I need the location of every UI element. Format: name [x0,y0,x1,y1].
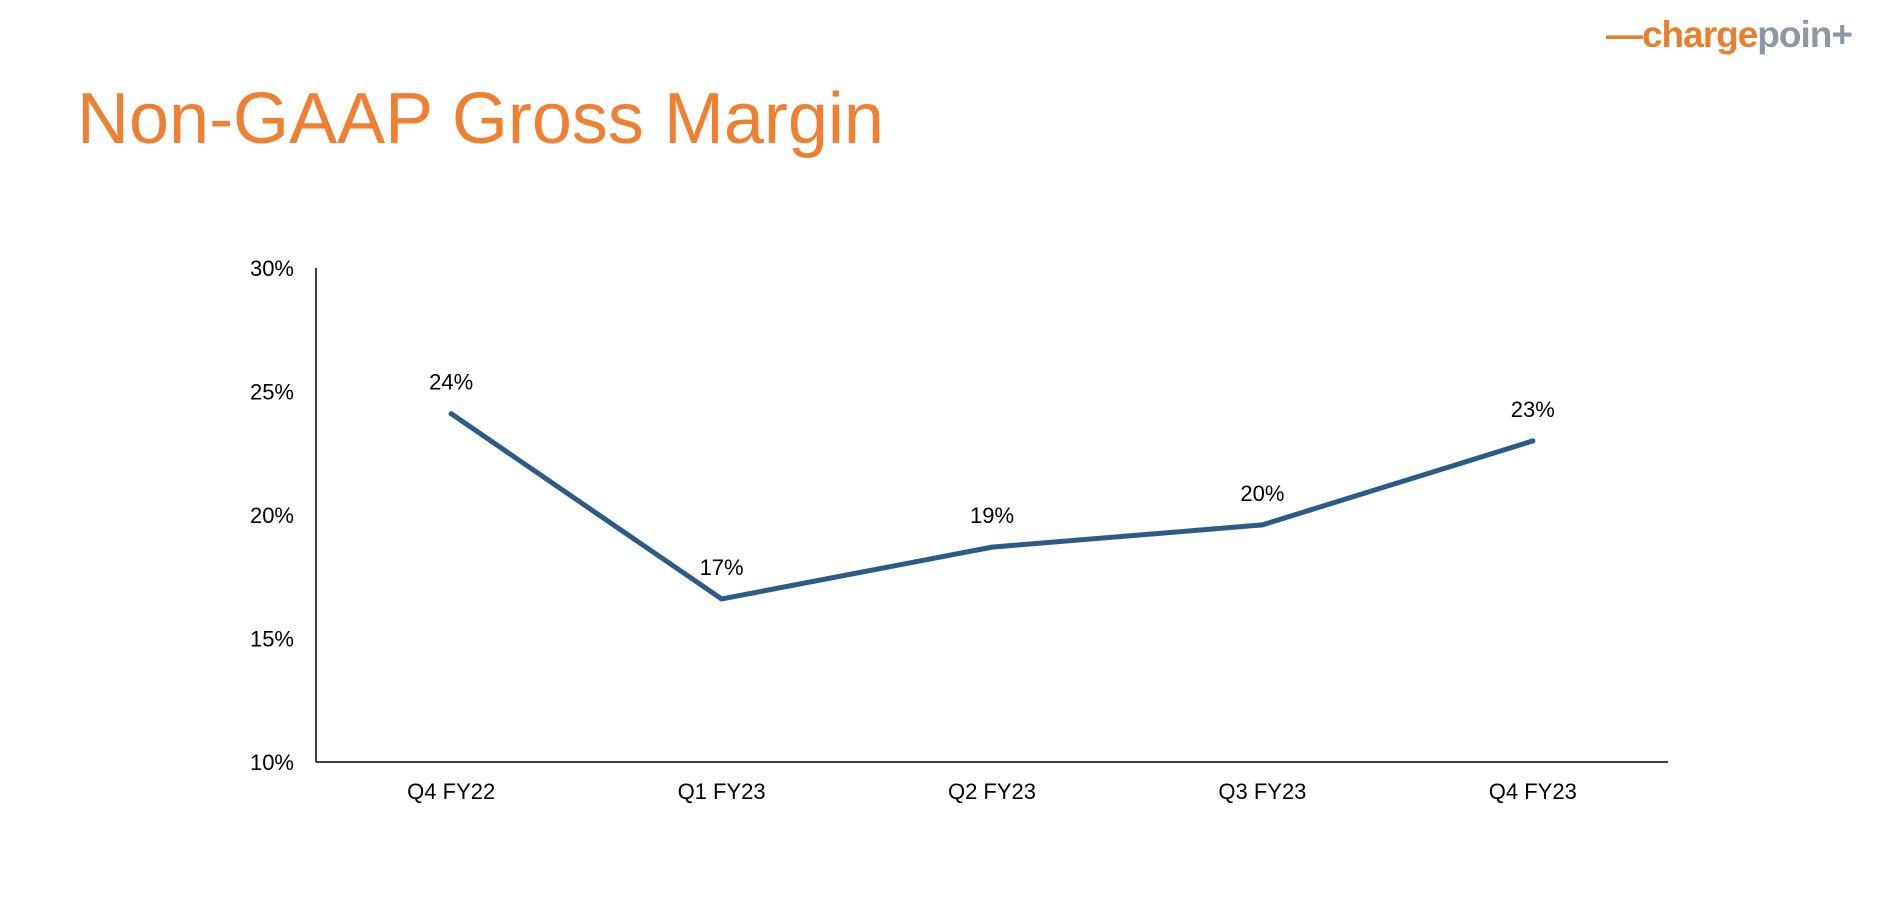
y-tick-label: 10% [250,750,294,775]
chargepoint-logo: —chargepoin+ [1605,14,1853,56]
data-label: 24% [429,370,473,395]
y-tick-label: 30% [250,256,294,281]
logo-charge-text: charge [1641,14,1758,55]
x-tick-label: Q4 FY22 [407,779,495,804]
data-label: 20% [1240,481,1284,506]
data-point [448,411,454,417]
data-point [1530,438,1536,444]
x-tick-label: Q4 FY23 [1489,779,1577,804]
data-label: 19% [970,503,1014,528]
data-point [989,544,995,550]
y-tick-label: 15% [250,627,294,652]
data-label: 23% [1511,397,1555,422]
logo-dash: — [1605,14,1643,55]
page-title: Non-GAAP Gross Margin [77,79,884,159]
data-label: 17% [700,555,744,580]
x-tick-label: Q3 FY23 [1218,779,1306,804]
x-tick-label: Q1 FY23 [678,779,766,804]
x-tick-label: Q2 FY23 [948,779,1036,804]
y-tick-label: 20% [250,503,294,528]
data-point [719,596,725,602]
data-point [1259,522,1265,528]
logo-point-text: poin [1757,14,1832,55]
logo-plus-text: + [1831,14,1853,55]
y-tick-label: 25% [250,380,294,405]
